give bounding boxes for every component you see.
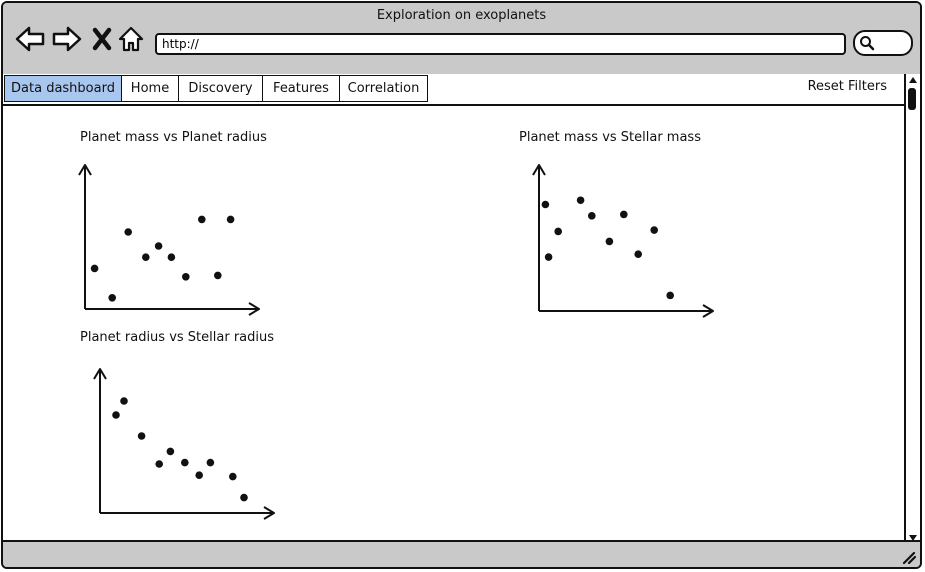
- forward-arrow-icon[interactable]: [52, 25, 82, 53]
- data-point: [182, 273, 190, 281]
- y-axis-arrow: [78, 164, 92, 176]
- data-point: [181, 458, 189, 467]
- data-point: [166, 447, 175, 456]
- data-point: [634, 250, 642, 258]
- y-axis-arrow: [532, 164, 546, 176]
- data-point: [240, 493, 248, 502]
- y-axis-arrow: [93, 368, 107, 380]
- reset-filters-link[interactable]: Reset Filters: [807, 79, 887, 94]
- data-point: [108, 294, 116, 302]
- search-box[interactable]: [853, 30, 913, 56]
- url-input[interactable]: http://: [155, 33, 846, 55]
- data-point: [154, 242, 163, 250]
- data-point: [650, 226, 658, 234]
- data-point: [124, 228, 132, 236]
- status-bar: [3, 540, 920, 567]
- data-point: [588, 212, 596, 220]
- data-point: [544, 253, 553, 261]
- scroll-thumb[interactable]: [908, 88, 916, 110]
- data-point: [137, 432, 146, 440]
- chart-title: Planet mass vs Stellar mass: [519, 130, 701, 145]
- data-point: [195, 471, 203, 479]
- scroll-up-icon[interactable]: [908, 76, 918, 84]
- close-icon[interactable]: [91, 25, 113, 53]
- data-point: [605, 237, 614, 246]
- data-point: [576, 196, 585, 205]
- tab-features[interactable]: Features: [262, 75, 340, 102]
- data-point: [142, 253, 150, 261]
- data-point: [90, 264, 99, 273]
- data-point: [666, 291, 674, 300]
- search-icon: [860, 36, 875, 51]
- data-point: [620, 210, 628, 219]
- title-bar: Exploration on exoplanets http://: [3, 3, 920, 76]
- data-point: [226, 215, 235, 224]
- scatter-chart-radius-stellar-radius: [93, 368, 275, 520]
- vertical-scrollbar[interactable]: [904, 74, 920, 544]
- scatter-chart-mass-radius: [78, 164, 260, 316]
- data-point: [206, 458, 215, 467]
- data-point: [198, 215, 206, 224]
- scatter-chart-mass-stellar-mass: [532, 164, 714, 318]
- chart-title: Planet mass vs Planet radius: [80, 130, 267, 145]
- x-axis-arrow: [263, 506, 275, 520]
- data-point: [120, 397, 128, 405]
- x-axis-arrow: [702, 304, 714, 318]
- resize-grip-icon[interactable]: [900, 550, 916, 564]
- tab-bar: Data dashboard Home Discovery Features C…: [3, 74, 907, 106]
- data-point: [229, 472, 237, 481]
- data-point: [112, 411, 120, 419]
- back-arrow-icon[interactable]: [15, 25, 45, 53]
- x-axis-arrow: [248, 302, 260, 316]
- tab-home[interactable]: Home: [121, 75, 179, 102]
- chart-title: Planet radius vs Stellar radius: [80, 330, 275, 345]
- window-title: Exploration on exoplanets: [376, 8, 547, 23]
- scroll-down-icon[interactable]: [908, 534, 918, 542]
- home-icon[interactable]: [117, 25, 145, 53]
- data-point: [155, 460, 163, 468]
- tab-data-dashboard[interactable]: Data dashboard: [4, 75, 122, 102]
- data-point: [167, 253, 176, 261]
- data-point: [214, 271, 222, 280]
- data-point: [554, 227, 562, 236]
- data-point: [541, 200, 550, 209]
- tab-discovery[interactable]: Discovery: [178, 75, 263, 102]
- tab-correlation[interactable]: Correlation: [339, 75, 428, 102]
